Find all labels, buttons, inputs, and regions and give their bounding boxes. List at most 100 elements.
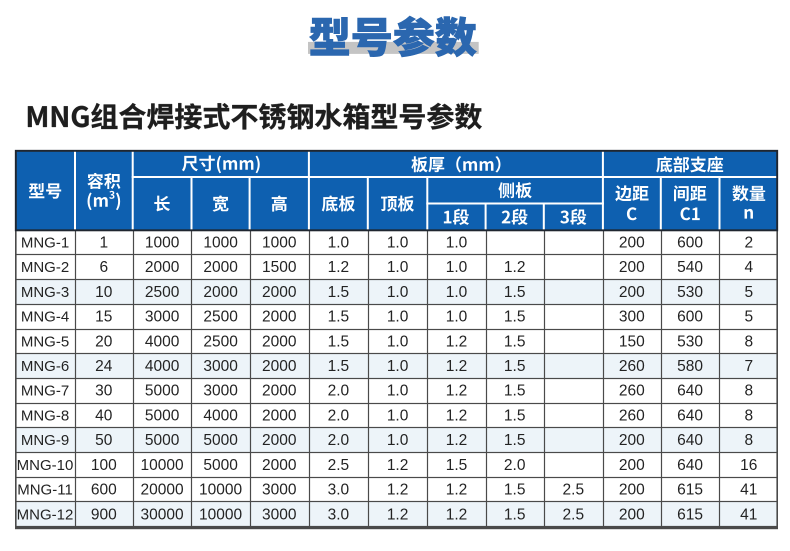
svg-text:30: 30 <box>95 383 113 400</box>
svg-text:3.0: 3.0 <box>328 506 350 523</box>
svg-text:10: 10 <box>95 284 113 301</box>
svg-text:1.5: 1.5 <box>504 482 526 499</box>
svg-text:615: 615 <box>677 482 703 499</box>
svg-text:1.0: 1.0 <box>387 432 409 449</box>
svg-text:MNG-9: MNG-9 <box>21 432 69 449</box>
svg-text:2500: 2500 <box>203 309 238 326</box>
svg-text:1.2: 1.2 <box>446 407 468 424</box>
svg-text:41: 41 <box>740 506 757 523</box>
svg-text:1.5: 1.5 <box>328 358 350 375</box>
svg-text:1.5: 1.5 <box>504 358 526 375</box>
svg-text:MNG-12: MNG-12 <box>17 506 74 523</box>
svg-text:MNG-6: MNG-6 <box>21 358 69 375</box>
svg-text:8: 8 <box>744 333 753 350</box>
svg-text:200: 200 <box>619 482 645 499</box>
svg-text:1.0: 1.0 <box>446 259 468 276</box>
svg-text:1.0: 1.0 <box>387 383 409 400</box>
svg-text:2000: 2000 <box>262 432 297 449</box>
svg-text:3.0: 3.0 <box>328 482 350 499</box>
svg-text:580: 580 <box>677 358 703 375</box>
svg-text:8: 8 <box>744 383 753 400</box>
svg-text:1: 1 <box>99 234 108 251</box>
svg-text:6: 6 <box>99 259 108 276</box>
svg-text:200: 200 <box>619 432 645 449</box>
svg-text:600: 600 <box>677 234 703 251</box>
svg-text:2000: 2000 <box>262 383 297 400</box>
svg-text:4000: 4000 <box>145 358 180 375</box>
svg-text:200: 200 <box>619 457 645 474</box>
svg-text:50: 50 <box>95 432 113 449</box>
svg-text:1.5: 1.5 <box>504 333 526 350</box>
svg-text:40: 40 <box>95 407 113 424</box>
svg-text:1.2: 1.2 <box>446 358 468 375</box>
svg-text:1.5: 1.5 <box>504 383 526 400</box>
svg-text:640: 640 <box>677 457 703 474</box>
svg-text:540: 540 <box>677 259 703 276</box>
svg-text:1.5: 1.5 <box>504 284 526 301</box>
svg-text:20000: 20000 <box>141 482 184 499</box>
svg-text:MNG-5: MNG-5 <box>21 333 69 350</box>
svg-text:1.5: 1.5 <box>504 407 526 424</box>
svg-text:MNG-11: MNG-11 <box>17 482 73 499</box>
svg-text:4000: 4000 <box>203 407 238 424</box>
svg-text:1.2: 1.2 <box>446 383 468 400</box>
svg-text:1000: 1000 <box>145 234 180 251</box>
svg-text:20: 20 <box>95 333 113 350</box>
svg-text:2000: 2000 <box>262 358 297 375</box>
svg-text:4: 4 <box>744 259 753 276</box>
svg-text:1.5: 1.5 <box>504 506 526 523</box>
svg-text:16: 16 <box>740 457 757 474</box>
svg-text:5: 5 <box>744 284 753 301</box>
svg-text:1.0: 1.0 <box>328 234 350 251</box>
svg-text:260: 260 <box>619 358 645 375</box>
svg-text:1.2: 1.2 <box>328 259 350 276</box>
svg-text:1.0: 1.0 <box>446 309 468 326</box>
svg-text:5: 5 <box>744 309 753 326</box>
svg-text:2.5: 2.5 <box>563 506 585 523</box>
svg-text:200: 200 <box>619 234 645 251</box>
svg-text:200: 200 <box>619 284 645 301</box>
svg-text:1.0: 1.0 <box>387 309 409 326</box>
svg-text:3000: 3000 <box>262 482 297 499</box>
svg-text:5000: 5000 <box>203 432 238 449</box>
svg-text:1.5: 1.5 <box>504 309 526 326</box>
svg-text:1.2: 1.2 <box>446 506 468 523</box>
svg-text:1.2: 1.2 <box>387 482 409 499</box>
svg-text:1.2: 1.2 <box>446 333 468 350</box>
svg-text:24: 24 <box>95 358 113 375</box>
svg-text:615: 615 <box>677 506 703 523</box>
svg-text:2.0: 2.0 <box>328 383 350 400</box>
svg-text:1500: 1500 <box>262 259 297 276</box>
svg-text:600: 600 <box>91 482 117 499</box>
svg-text:1.0: 1.0 <box>446 284 468 301</box>
svg-text:260: 260 <box>619 407 645 424</box>
svg-text:200: 200 <box>619 506 645 523</box>
svg-text:2500: 2500 <box>203 333 238 350</box>
svg-text:30000: 30000 <box>141 506 184 523</box>
svg-text:2000: 2000 <box>262 457 297 474</box>
svg-text:2500: 2500 <box>145 284 180 301</box>
svg-text:3000: 3000 <box>203 358 238 375</box>
svg-text:3000: 3000 <box>145 309 180 326</box>
svg-text:2000: 2000 <box>145 259 180 276</box>
svg-text:15: 15 <box>95 309 112 326</box>
svg-text:2000: 2000 <box>262 333 297 350</box>
svg-text:2.0: 2.0 <box>328 432 350 449</box>
svg-text:1.2: 1.2 <box>446 432 468 449</box>
svg-text:100: 100 <box>91 457 117 474</box>
svg-text:530: 530 <box>677 333 703 350</box>
svg-text:640: 640 <box>677 407 703 424</box>
svg-text:200: 200 <box>619 259 645 276</box>
svg-text:300: 300 <box>619 309 645 326</box>
svg-text:1.0: 1.0 <box>446 234 468 251</box>
svg-text:1.0: 1.0 <box>387 284 409 301</box>
svg-text:1.0: 1.0 <box>387 234 409 251</box>
svg-text:41: 41 <box>740 482 757 499</box>
svg-text:1000: 1000 <box>262 234 297 251</box>
svg-text:1.2: 1.2 <box>387 457 409 474</box>
svg-text:1.0: 1.0 <box>387 333 409 350</box>
svg-text:10000: 10000 <box>141 457 184 474</box>
svg-text:1.2: 1.2 <box>446 482 468 499</box>
svg-text:MNG-1: MNG-1 <box>21 234 69 251</box>
svg-text:1.5: 1.5 <box>504 432 526 449</box>
